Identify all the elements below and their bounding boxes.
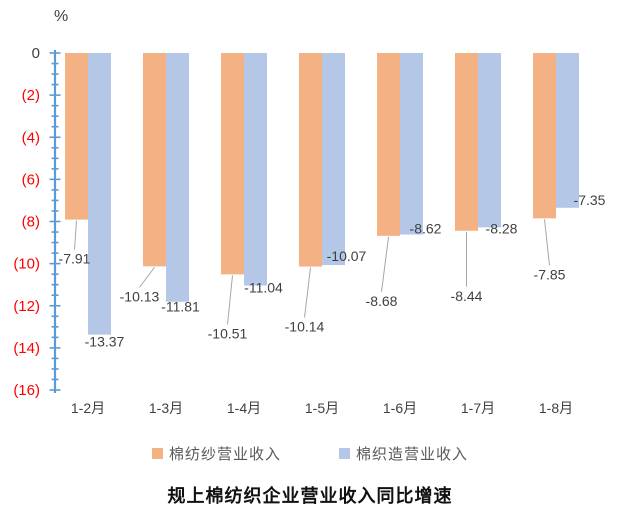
data-label: -7.85 <box>534 266 566 282</box>
y-tick-label: (14) <box>13 340 40 357</box>
data-label: -8.44 <box>451 288 483 304</box>
data-label-leader-line <box>304 267 311 318</box>
legend-label-cotton-yarn: 棉纺纱营业收入 <box>168 446 281 463</box>
data-label: -8.28 <box>486 220 518 236</box>
data-label: -10.13 <box>120 288 160 304</box>
data-label-leader-line <box>139 267 155 288</box>
data-label: -10.07 <box>327 248 367 264</box>
data-label: -8.68 <box>366 293 398 309</box>
data-label: -10.14 <box>285 319 325 335</box>
bar-cotton-weaving-1-2月 <box>88 53 111 335</box>
bar-cotton-yarn-1-3月 <box>143 53 166 267</box>
data-label: -8.62 <box>410 221 442 237</box>
bar-cotton-weaving-1-7月 <box>478 53 501 228</box>
legend-swatch-cotton-yarn <box>151 448 163 459</box>
data-label: -11.81 <box>161 299 200 315</box>
bar-cotton-weaving-1-3月 <box>166 53 189 302</box>
legend-label-cotton-weaving: 棉织造营业收入 <box>356 446 469 463</box>
bar-cotton-yarn-1-6月 <box>377 53 400 236</box>
legend-item-cotton-weaving: 棉织造营业收入 <box>339 443 468 464</box>
bar-cotton-yarn-1-5月 <box>299 53 322 267</box>
chart-title: 规上棉纺织企业营业收入同比增速 <box>167 486 453 506</box>
data-label-leader-line <box>74 220 77 250</box>
data-label: -10.51 <box>208 325 248 341</box>
data-label-leader-line <box>381 236 389 292</box>
bar-cotton-yarn-1-2月 <box>65 53 88 220</box>
x-category-label: 1-4月 <box>227 400 261 416</box>
data-label-leader-line <box>544 219 550 266</box>
y-tick-label: (6) <box>22 171 40 188</box>
plot-area: 0 (2) (4) (6) (8) (10) (12) (14) (16) -7.91 -10.13… <box>13 45 606 416</box>
data-label: -13.37 <box>85 334 125 350</box>
y-tick-label: (4) <box>22 129 40 146</box>
bar-cotton-yarn-1-8月 <box>533 53 556 219</box>
data-label: -7.91 <box>59 251 91 267</box>
legend-item-cotton-yarn: 棉纺纱营业收入 <box>151 443 281 464</box>
x-category-label: 1-3月 <box>149 400 183 416</box>
y-tick-label: 0 <box>32 45 40 62</box>
x-category-label: 1-5月 <box>305 400 339 416</box>
data-label: -7.35 <box>574 192 606 208</box>
x-category-label: 1-8月 <box>539 400 573 416</box>
data-label: -11.04 <box>244 280 283 296</box>
x-category-label: 1-6月 <box>383 400 417 416</box>
bar-cotton-weaving-1-5月 <box>322 53 345 266</box>
bar-cotton-weaving-1-8月 <box>556 53 579 208</box>
bar-cotton-weaving-1-4月 <box>244 53 267 286</box>
y-axis-unit-label: % <box>54 8 69 25</box>
x-category-label: 1-7月 <box>461 400 495 416</box>
y-tick-label: (10) <box>13 256 40 273</box>
y-tick-label: (2) <box>22 87 40 104</box>
y-tick-label: (8) <box>22 214 40 231</box>
x-category-label: 1-2月 <box>71 400 105 416</box>
bar-cotton-yarn-1-7月 <box>455 53 478 231</box>
data-label-leader-line <box>227 275 233 325</box>
y-tick-label: (12) <box>13 298 40 315</box>
y-tick-label: (16) <box>13 382 40 399</box>
legend: 棉纺纱营业收入 棉织造营业收入 <box>0 443 620 464</box>
bar-cotton-weaving-1-6月 <box>400 53 423 235</box>
bar-cotton-yarn-1-4月 <box>221 53 244 275</box>
legend-swatch-cotton-weaving <box>339 448 350 459</box>
